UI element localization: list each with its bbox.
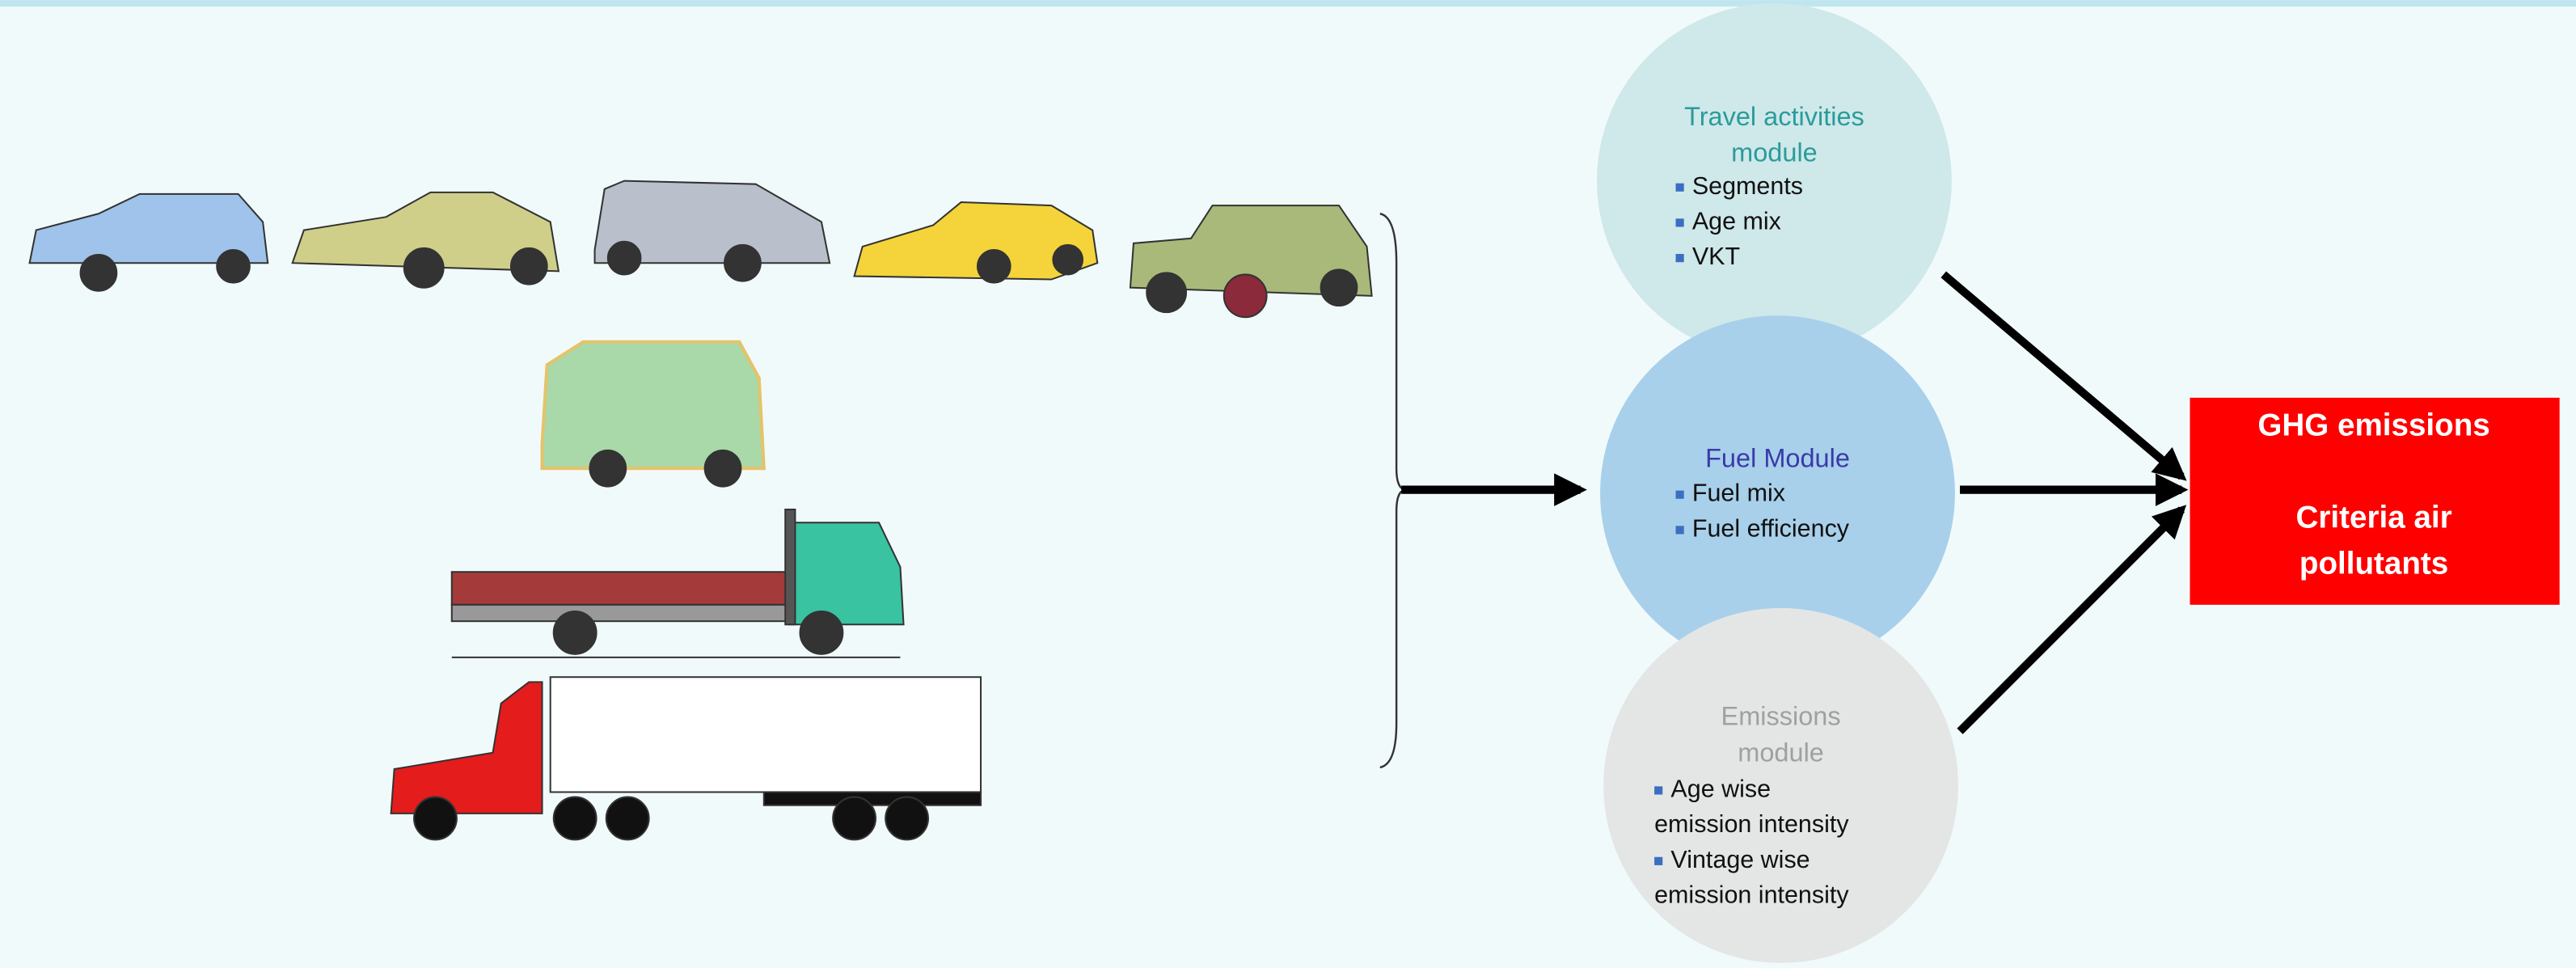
module-title: Emissions [1721, 702, 1841, 731]
output-text: Criteria air [2296, 500, 2452, 535]
module-title: Fuel Module [1705, 444, 1850, 473]
diagram: Travel activities module Segments Age mix VK… [0, 0, 2576, 968]
output-text: pollutants [2299, 546, 2448, 581]
bullet [1654, 857, 1662, 865]
bullet [1676, 184, 1684, 192]
top-border [0, 0, 2576, 6]
module-item: Age wise [1670, 775, 1771, 802]
module-title: Travel activities [1684, 102, 1864, 131]
module-item: Segments [1692, 172, 1803, 200]
bullet [1676, 254, 1684, 262]
module-item: Age mix [1692, 207, 1781, 235]
module-item: Fuel mix [1692, 480, 1785, 507]
bullet [1676, 491, 1684, 499]
emissions-module-circle [1603, 608, 1958, 963]
module-title: module [1731, 138, 1818, 167]
module-title: module [1738, 738, 1824, 767]
module-item: Fuel efficiency [1692, 514, 1850, 542]
background [0, 0, 2576, 968]
bullet [1676, 526, 1684, 534]
module-item: emission intensity [1654, 881, 1849, 909]
module-item: VKT [1692, 243, 1740, 270]
delivery-van [543, 342, 764, 487]
bullet [1654, 786, 1662, 794]
output-text: GHG emissions [2257, 408, 2489, 443]
module-item: Vintage wise [1670, 846, 1810, 873]
bullet [1676, 218, 1684, 226]
module-item: emission intensity [1654, 810, 1849, 838]
page: Travel activities module Segments Age mix VK… [0, 0, 2576, 968]
